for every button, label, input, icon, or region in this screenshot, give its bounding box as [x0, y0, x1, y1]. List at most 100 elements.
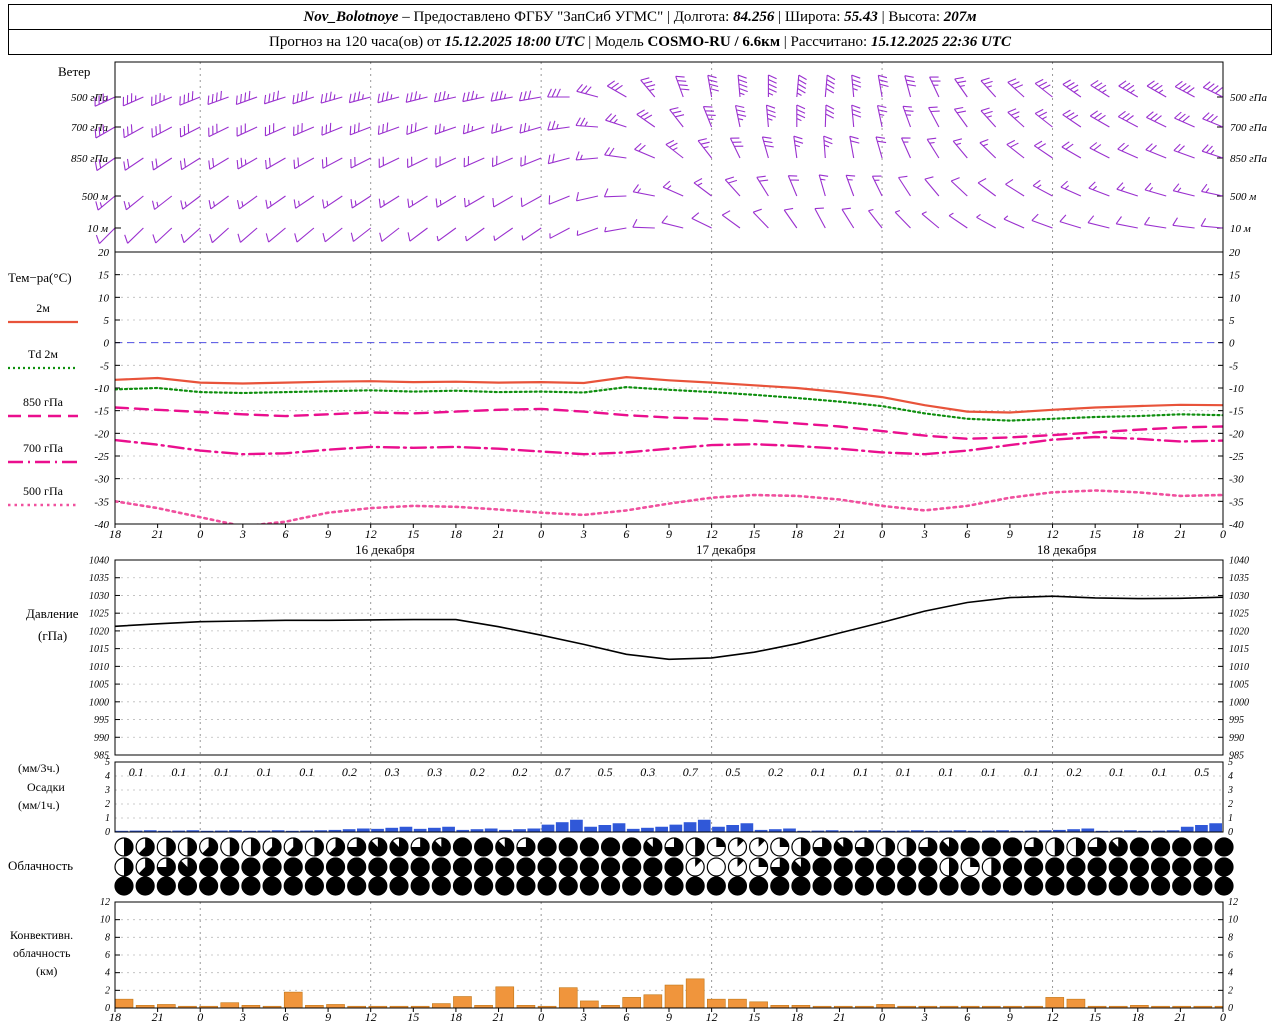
svg-text:3: 3 — [239, 1010, 246, 1024]
svg-text:1000: 1000 — [1229, 697, 1249, 708]
svg-text:12: 12 — [365, 1010, 377, 1024]
svg-text:0: 0 — [105, 827, 110, 838]
svg-text:12: 12 — [1228, 897, 1238, 908]
svg-text:12: 12 — [706, 1010, 718, 1024]
svg-text:0: 0 — [1220, 527, 1226, 541]
svg-text:0.1: 0.1 — [981, 765, 996, 779]
svg-text:15: 15 — [407, 527, 419, 541]
svg-text:2: 2 — [1228, 799, 1233, 810]
svg-text:10: 10 — [1228, 915, 1238, 926]
svg-text:0.2: 0.2 — [470, 765, 485, 779]
svg-text:12: 12 — [706, 527, 718, 541]
svg-text:2: 2 — [105, 799, 110, 810]
svg-text:-30: -30 — [94, 474, 109, 486]
wind-panel-label: Ветер — [58, 64, 91, 79]
svg-text:-15: -15 — [94, 406, 109, 418]
svg-text:1040: 1040 — [89, 556, 109, 567]
svg-text:0.2: 0.2 — [512, 765, 527, 779]
svg-text:1: 1 — [1228, 813, 1233, 824]
svg-text:1005: 1005 — [1229, 680, 1249, 691]
svg-text:15: 15 — [748, 527, 760, 541]
svg-text:12: 12 — [1047, 1010, 1059, 1024]
svg-text:10: 10 — [1229, 292, 1241, 304]
svg-text:1035: 1035 — [1229, 573, 1249, 584]
svg-text:0.1: 0.1 — [853, 765, 868, 779]
svg-text:21: 21 — [833, 1010, 845, 1024]
svg-text:700 гПа: 700 гПа — [23, 441, 64, 455]
svg-text:18: 18 — [450, 1010, 462, 1024]
svg-text:1025: 1025 — [89, 609, 109, 620]
svg-text:985: 985 — [1229, 751, 1244, 762]
svg-text:15: 15 — [1229, 270, 1241, 282]
svg-text:18: 18 — [1132, 1010, 1144, 1024]
svg-text:21: 21 — [493, 527, 505, 541]
svg-text:-35: -35 — [94, 496, 109, 508]
svg-text:-10: -10 — [94, 383, 109, 395]
svg-text:0: 0 — [1228, 827, 1233, 838]
svg-text:1035: 1035 — [89, 573, 109, 584]
svg-text:10: 10 — [98, 292, 110, 304]
svg-text:5: 5 — [1228, 757, 1233, 768]
svg-text:0: 0 — [1228, 1003, 1233, 1014]
svg-text:0.1: 0.1 — [896, 765, 911, 779]
svg-text:21: 21 — [833, 527, 845, 541]
conv-label-line2: облачность — [13, 946, 71, 960]
svg-text:0.1: 0.1 — [171, 765, 186, 779]
svg-text:0: 0 — [879, 1010, 885, 1024]
svg-text:6: 6 — [623, 1010, 629, 1024]
svg-text:0: 0 — [197, 527, 203, 541]
svg-text:0.1: 0.1 — [129, 765, 144, 779]
svg-text:Td 2м: Td 2м — [28, 347, 58, 361]
svg-text:15: 15 — [1089, 527, 1101, 541]
svg-text:15: 15 — [98, 270, 110, 282]
svg-text:1020: 1020 — [1229, 626, 1249, 637]
svg-text:9: 9 — [666, 527, 672, 541]
temp-panel-label: Тем−ра(°C) — [8, 270, 72, 285]
svg-text:3: 3 — [104, 785, 110, 796]
svg-text:0: 0 — [538, 1010, 544, 1024]
svg-text:0.1: 0.1 — [1024, 765, 1039, 779]
svg-text:0.5: 0.5 — [598, 765, 613, 779]
svg-text:1015: 1015 — [89, 644, 109, 655]
svg-text:4: 4 — [105, 968, 110, 979]
svg-text:0: 0 — [1229, 338, 1235, 350]
svg-text:-20: -20 — [1229, 428, 1244, 440]
svg-text:850 гПа: 850 гПа — [23, 395, 64, 409]
svg-text:5: 5 — [1229, 315, 1235, 327]
svg-text:1030: 1030 — [89, 591, 109, 602]
svg-text:3: 3 — [1227, 785, 1233, 796]
svg-text:15: 15 — [407, 1010, 419, 1024]
precip-label-line1: (мм/3ч.) — [18, 761, 60, 775]
svg-text:0.2: 0.2 — [1066, 765, 1081, 779]
svg-text:1: 1 — [105, 813, 110, 824]
svg-text:18: 18 — [1132, 527, 1144, 541]
svg-text:1000: 1000 — [89, 697, 109, 708]
svg-text:2: 2 — [105, 985, 110, 996]
svg-text:1010: 1010 — [89, 662, 109, 673]
svg-text:0.3: 0.3 — [427, 765, 442, 779]
svg-text:-40: -40 — [94, 519, 109, 531]
svg-text:18: 18 — [109, 1010, 121, 1024]
svg-text:6: 6 — [105, 950, 110, 961]
svg-text:17 декабря: 17 декабря — [696, 542, 756, 557]
svg-text:1030: 1030 — [1229, 591, 1249, 602]
svg-text:-25: -25 — [94, 451, 109, 463]
svg-text:0.5: 0.5 — [1194, 765, 1209, 779]
svg-text:0.1: 0.1 — [257, 765, 272, 779]
svg-text:8: 8 — [1228, 932, 1233, 943]
svg-text:1005: 1005 — [89, 680, 109, 691]
svg-text:0.1: 0.1 — [214, 765, 229, 779]
svg-text:20: 20 — [1229, 247, 1241, 259]
svg-text:0.3: 0.3 — [385, 765, 400, 779]
svg-text:-10: -10 — [1229, 383, 1244, 395]
svg-text:9: 9 — [325, 527, 331, 541]
conv-label-line3: (км) — [36, 964, 58, 978]
svg-text:6: 6 — [282, 527, 288, 541]
svg-text:0: 0 — [197, 1010, 203, 1024]
header-line-2: Прогноз на 120 часа(ов) от 15.12.2025 18… — [9, 29, 1271, 54]
svg-text:6: 6 — [282, 1010, 288, 1024]
svg-text:18: 18 — [109, 527, 121, 541]
svg-text:0.1: 0.1 — [1109, 765, 1124, 779]
svg-text:6: 6 — [623, 527, 629, 541]
precip-label-line3: (мм/1ч.) — [18, 798, 60, 812]
